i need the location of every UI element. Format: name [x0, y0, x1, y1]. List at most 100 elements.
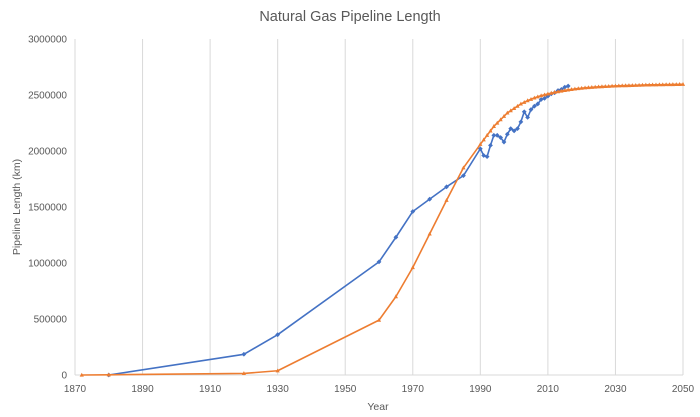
data-point: [633, 82, 638, 87]
data-point: [522, 99, 527, 104]
x-tick-label: 1990: [469, 384, 492, 395]
vertical-gridlines: [74, 39, 684, 375]
data-point: [616, 83, 621, 88]
data-point: [532, 95, 537, 100]
series-model: [79, 81, 686, 377]
x-tick-label: 2050: [672, 384, 695, 395]
data-point: [478, 141, 483, 146]
data-point: [589, 84, 594, 89]
data-point: [504, 131, 510, 137]
y-tick-label: 2500000: [28, 91, 67, 102]
data-point: [674, 82, 679, 87]
data-point: [650, 82, 655, 87]
x-tick-label: 2010: [537, 384, 560, 395]
data-point: [599, 84, 605, 89]
data-point: [660, 82, 665, 87]
data-point: [461, 165, 466, 170]
series-line: [108, 85, 569, 376]
data-point: [498, 135, 504, 140]
data-point: [572, 86, 578, 91]
data-point: [511, 128, 517, 134]
data-point: [680, 81, 686, 86]
x-tick-label: 1970: [402, 384, 425, 395]
data-point: [535, 94, 540, 99]
y-tick-label: 2000000: [28, 147, 67, 158]
x-tick-label: 2030: [604, 384, 627, 395]
data-point: [518, 101, 523, 106]
y-tick-label: 500000: [34, 315, 68, 326]
data-point: [512, 106, 517, 111]
x-tick-label: 1930: [267, 384, 290, 395]
data-point: [481, 137, 486, 142]
data-point: [582, 85, 588, 90]
data-point: [410, 265, 415, 270]
data-point: [461, 173, 466, 179]
data-point: [484, 133, 490, 137]
data-point: [427, 196, 433, 202]
data-point: [603, 84, 608, 88]
data-point: [505, 110, 510, 115]
data-point: [545, 91, 550, 96]
data-point: [579, 85, 584, 90]
y-tick-label: 3000000: [28, 35, 67, 46]
data-point: [525, 98, 530, 103]
data-point: [501, 113, 507, 118]
y-tick-label: 1000000: [28, 259, 67, 270]
data-point: [427, 231, 432, 236]
data-point: [562, 88, 567, 93]
data-point: [609, 83, 615, 88]
data-point: [677, 82, 682, 86]
data-point: [444, 197, 449, 202]
data-point: [643, 82, 648, 87]
data-point: [653, 82, 659, 87]
data-point: [576, 86, 581, 91]
data-point: [606, 83, 611, 88]
data-point: [501, 139, 507, 145]
data-point: [626, 83, 632, 88]
data-point: [495, 120, 500, 125]
data-point: [657, 82, 662, 87]
data-point: [670, 82, 675, 87]
data-point: [488, 142, 493, 148]
data-point: [508, 108, 513, 113]
x-tick-label: 1910: [199, 384, 222, 395]
data-point: [559, 88, 564, 93]
y-tick-label: 0: [61, 371, 67, 382]
data-point: [640, 82, 645, 87]
data-point: [477, 146, 483, 152]
x-tick-label: 1870: [64, 384, 87, 395]
data-point: [106, 372, 111, 377]
data-point: [566, 87, 571, 92]
data-point: [555, 89, 561, 94]
data-point: [275, 368, 280, 373]
data-point: [569, 87, 574, 91]
series-historical: [106, 83, 571, 378]
data-point: [498, 117, 503, 122]
data-point: [528, 96, 534, 101]
data-point: [515, 103, 520, 108]
data-point: [593, 84, 598, 89]
y-tick-label: 1500000: [28, 203, 67, 214]
y-axis: 0 500000 1000000 1500000 2000000 2500000 30000…: [28, 35, 67, 382]
data-point: [376, 259, 382, 265]
data-point: [630, 83, 635, 87]
data-point: [241, 371, 246, 376]
plot-area: [79, 81, 686, 378]
series-line: [81, 83, 684, 376]
x-axis-title: Year: [367, 401, 389, 413]
data-point: [444, 184, 449, 190]
data-point: [488, 128, 493, 133]
data-point: [620, 83, 625, 88]
data-point: [539, 93, 544, 98]
data-point: [393, 294, 398, 299]
data-point: [376, 317, 382, 322]
data-point: [79, 372, 84, 377]
data-point: [484, 154, 490, 160]
data-point: [623, 83, 628, 88]
data-point: [552, 90, 557, 94]
data-point: [494, 132, 500, 138]
data-point: [518, 119, 524, 125]
data-point: [410, 209, 416, 214]
data-point: [613, 83, 618, 88]
